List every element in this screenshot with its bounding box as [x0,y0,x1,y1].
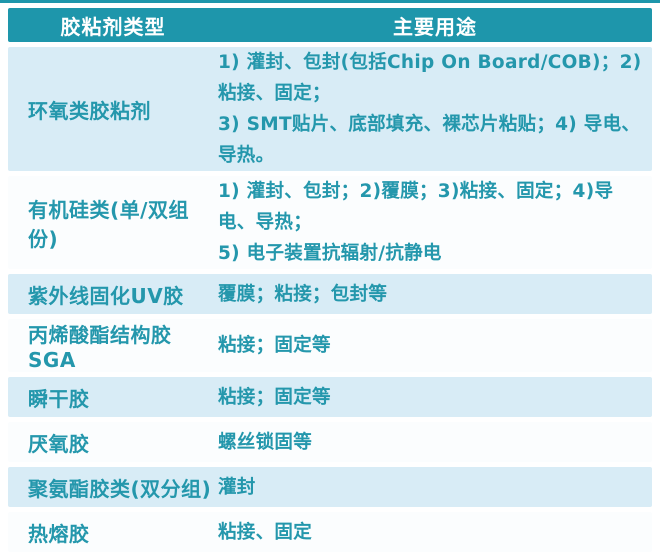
adhesive-uses-table: 胶粘剂类型 主要用途 环氧类胶粘剂 1) 灌封、包封(包括Chip On Boa… [8,3,652,557]
table-row-acrylate-sga: 丙烯酸酯结构胶SGA 粘接；固定等 [8,319,652,372]
uses-cell: 1) 灌封、包封；2)覆膜；3)粘接、固定；4)导电、导热； 5) 电子装置抗辐… [218,181,614,264]
table-row-uv-cure: 紫外线固化UV胶 覆膜；粘接；包封等 [8,274,652,314]
adhesive-type-cell: 紫外线固化UV胶 [28,283,184,308]
table-row-hot-melt: 热熔胶 粘接、固定 [8,512,652,552]
uses-cell: 1) 灌封、包封(包括Chip On Board/COB)；2) 粘接、固定； … [218,52,642,166]
table-row-epoxy: 环氧类胶粘剂 1) 灌封、包封(包括Chip On Board/COB)；2) … [8,47,652,171]
uses-cell: 覆膜；粘接；包封等 [218,283,388,305]
adhesive-type-cell: 丙烯酸酯结构胶SGA [28,323,172,372]
uses-cell: 粘接；固定等 [218,386,331,408]
top-accent-bar [0,0,660,3]
adhesive-type-cell: 聚氨酯胶类(双分组) [28,476,212,501]
uses-cell: 螺丝锁固等 [218,431,313,453]
uses-cell: 粘接、固定 [218,521,313,543]
table-header-row: 胶粘剂类型 主要用途 [8,8,652,42]
table-row-instant: 瞬干胶 粘接；固定等 [8,377,652,417]
adhesive-type-cell: 瞬干胶 [28,386,90,411]
adhesive-type-cell: 有机硅类(单/双组份) [28,197,189,251]
adhesive-type-cell: 环氧类胶粘剂 [28,98,151,123]
uses-cell: 粘接；固定等 [218,335,331,356]
uses-cell: 灌封 [218,476,256,498]
adhesive-type-cell: 热熔胶 [28,521,90,546]
adhesive-type-cell: 厌氧胶 [28,431,90,456]
column-header-adhesive-type: 胶粘剂类型 [60,14,166,39]
column-header-main-uses: 主要用途 [393,14,477,39]
table-row-polyurethane: 聚氨酯胶类(双分组) 灌封 [8,467,652,507]
table-row-silicone: 有机硅类(单/双组份) 1) 灌封、包封；2)覆膜；3)粘接、固定；4)导电、导… [8,176,652,269]
table-row-anaerobic: 厌氧胶 螺丝锁固等 [8,422,652,462]
